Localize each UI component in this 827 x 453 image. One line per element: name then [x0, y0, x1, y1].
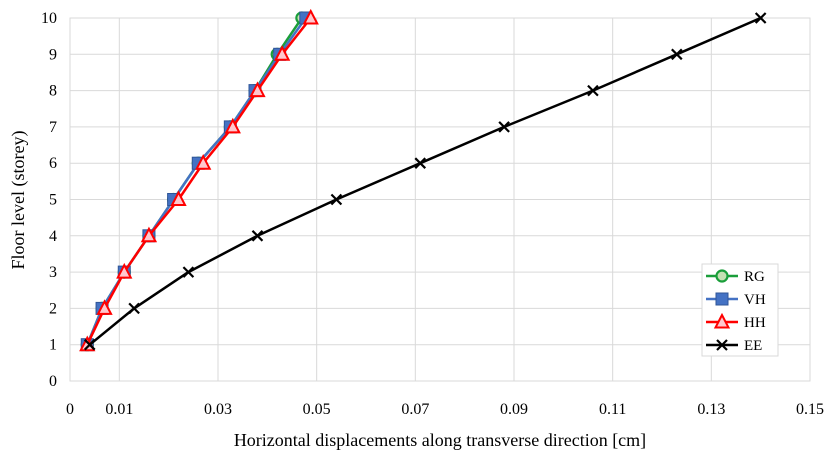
- legend-marker-hh: [713, 312, 731, 329]
- data-point-hh: [224, 117, 241, 134]
- y-tick-label: 3: [49, 264, 57, 281]
- legend-marker-ee: [716, 339, 728, 351]
- data-point-ee: [587, 84, 599, 97]
- legend-label-hh: HH: [744, 315, 766, 331]
- y-tick-label: 7: [49, 119, 57, 136]
- x-tick-label: 0.13: [697, 401, 725, 418]
- data-point-ee: [128, 302, 140, 315]
- y-tick-label: 9: [49, 46, 57, 63]
- legend-label-vh: VH: [744, 292, 766, 308]
- series-line-ee: [88, 16, 762, 346]
- data-point-hh: [302, 8, 319, 25]
- y-axis-title: Floor level (storey): [8, 131, 29, 270]
- y-tick-label: 0: [49, 373, 57, 390]
- series-line-hh: [86, 17, 312, 346]
- legend-item-vh: VH: [706, 292, 766, 308]
- x-tick-label: 0.09: [500, 401, 528, 418]
- y-tick-label: 6: [49, 155, 57, 172]
- data-point-hh: [170, 190, 187, 206]
- data-point-ee: [182, 266, 195, 278]
- legend-item-rg: RG: [706, 269, 765, 285]
- y-tick-label: 1: [49, 337, 57, 354]
- legend-marker-rg: [715, 269, 729, 283]
- data-point-ee: [83, 338, 96, 351]
- y-axis-tick-labels: 0 1 2 3 4 5 6 7 8 9 10: [41, 10, 57, 390]
- series-ee: [83, 12, 767, 351]
- legend-item-hh: HH: [706, 312, 766, 331]
- x-tick-label: 0.03: [204, 401, 232, 418]
- data-point-ee: [754, 12, 767, 24]
- x-axis-tick-labels: 0 0.01 0.03 0.05 0.07 0.09 0.11 0.13 0.15: [66, 401, 824, 418]
- x-tick-label: 0.15: [796, 401, 824, 418]
- y-tick-label: 8: [49, 83, 57, 100]
- series-hh: [79, 8, 319, 352]
- x-tick-label: 0.07: [401, 401, 429, 418]
- legend-label-ee: EE: [744, 338, 762, 354]
- x-tick-label: 0.05: [303, 401, 331, 418]
- x-tick-label: 0.01: [105, 401, 133, 418]
- data-point-ee: [671, 48, 683, 61]
- y-tick-label: 2: [49, 300, 57, 317]
- data-point-hh: [96, 299, 113, 315]
- data-point-ee: [414, 157, 427, 169]
- data-point-hh: [195, 154, 212, 170]
- data-point-hh: [249, 81, 266, 98]
- legend-item-ee: EE: [706, 338, 762, 354]
- series-layer: [79, 8, 767, 352]
- legend-box: [701, 263, 779, 357]
- plot-area: [69, 17, 811, 382]
- x-tick-label: 0: [66, 401, 74, 418]
- legend-label-rg: RG: [744, 269, 765, 285]
- y-tick-label: 5: [49, 192, 57, 209]
- legend: RG VH HH EE: [701, 263, 779, 357]
- y-tick-label: 10: [41, 10, 57, 27]
- x-tick-label: 0.11: [599, 401, 626, 418]
- y-tick-label: 4: [49, 228, 57, 245]
- data-point-hh: [116, 262, 133, 279]
- data-point-hh: [140, 226, 158, 243]
- data-point-ee: [498, 121, 510, 133]
- legend-marker-vh: [715, 292, 729, 306]
- data-point-ee: [251, 230, 264, 242]
- data-point-ee: [330, 193, 343, 206]
- x-axis-title: Horizontal displacements along transvers…: [234, 430, 646, 450]
- data-point-hh: [273, 45, 291, 61]
